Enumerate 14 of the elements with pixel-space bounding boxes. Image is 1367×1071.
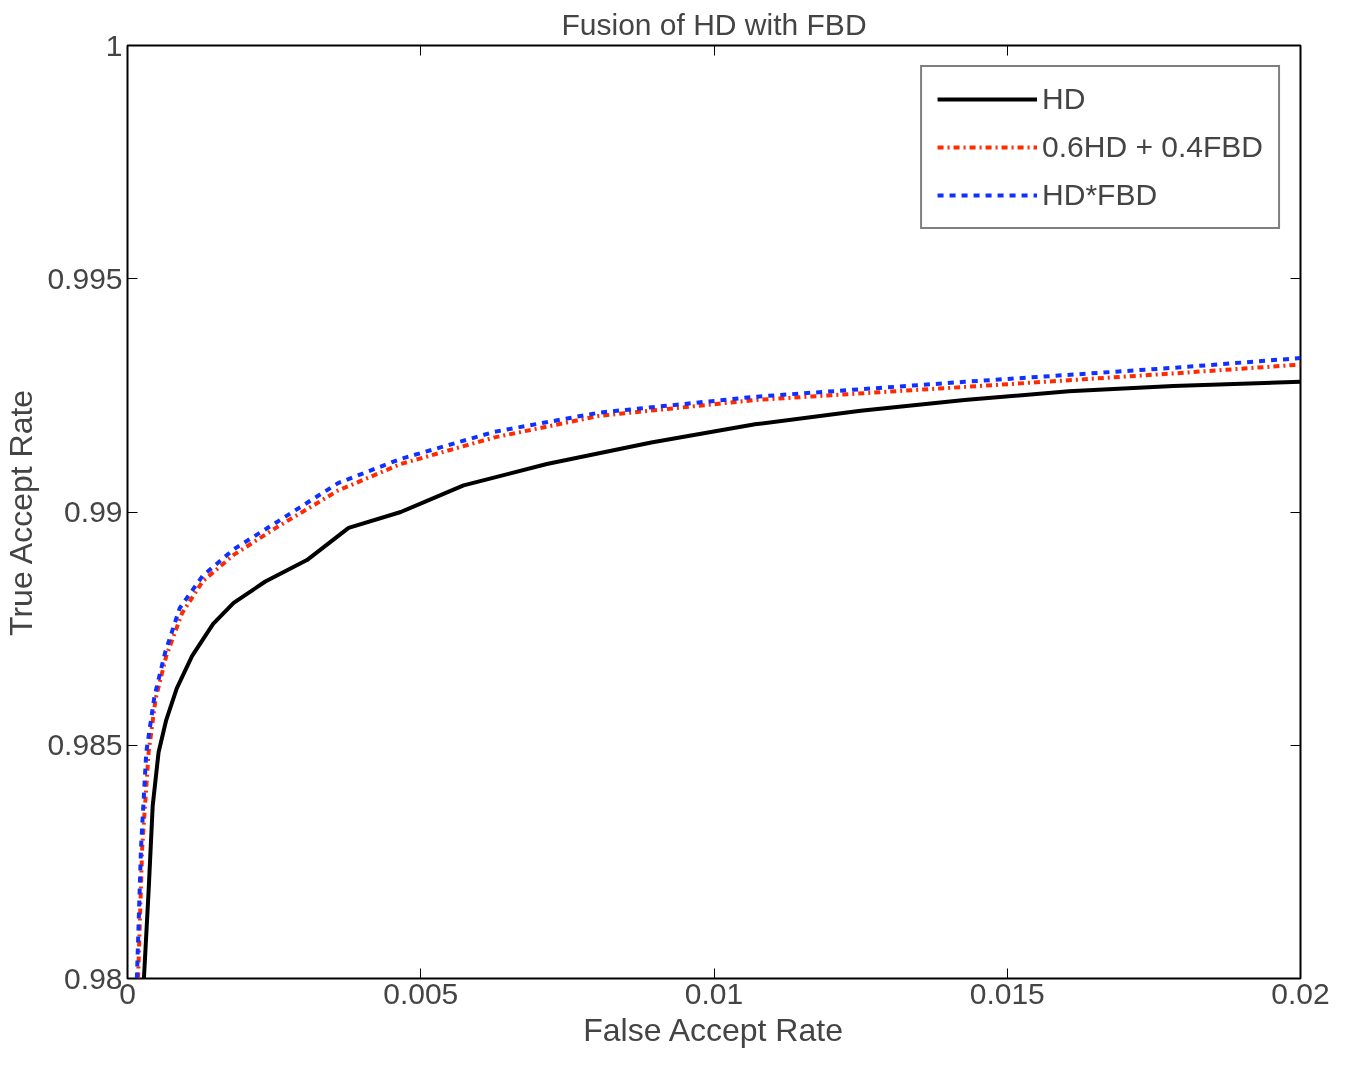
y-tick-label: 0.995: [47, 261, 123, 295]
chart-title: Fusion of HD with FBD: [561, 7, 867, 41]
y-tick-label: 0.99: [64, 495, 123, 528]
legend-label: HD: [1042, 82, 1086, 116]
x-tick-label: 0.005: [383, 976, 459, 1010]
x-tick-label: 0.01: [684, 976, 744, 1010]
legend-label: HD*FBD: [1042, 178, 1158, 212]
x-axis-title: False Accept Rate: [583, 1011, 843, 1048]
x-tick-label: 0.02: [1271, 976, 1330, 1010]
y-tick-label: 0.985: [47, 728, 123, 762]
x-tick-label: 0.015: [969, 976, 1045, 1010]
y-tick-label: 1: [105, 28, 123, 62]
y-axis-title: True Accept Rate: [3, 389, 40, 636]
legend-label: 0.6HD + 0.4FBD: [1042, 130, 1263, 164]
